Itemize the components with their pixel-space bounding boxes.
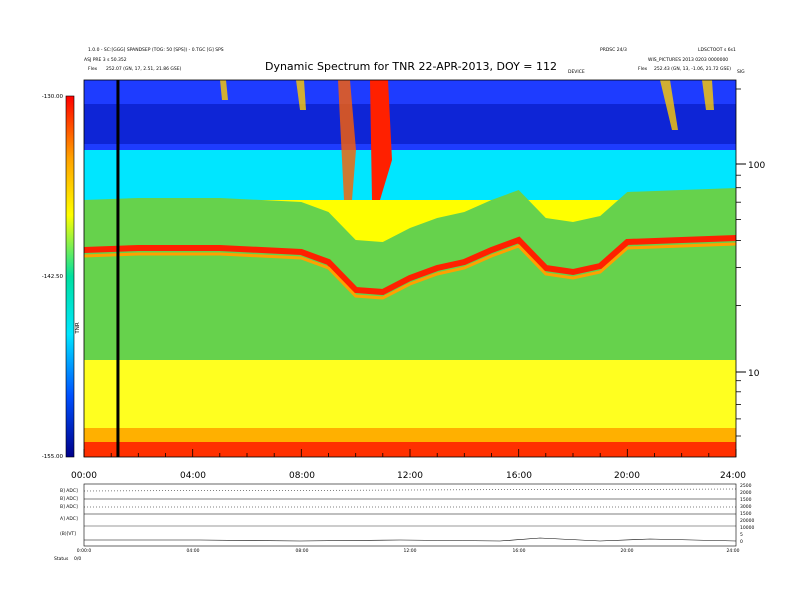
y-tick-label-10: 10 <box>748 369 760 379</box>
hk-footer-value: 0/0 <box>74 556 81 562</box>
colorbar-tick-mid: -142.50 <box>42 274 64 280</box>
hk-right-label-7: 10000 <box>740 525 754 531</box>
x-tick-label-0400: 04:00 <box>180 471 206 481</box>
header-right-line1a: PRDSC 24/3 <box>600 47 627 53</box>
header-left-flex-label: Flex <box>88 66 98 72</box>
header-small-right: SIG <box>737 69 745 75</box>
hk-x-tick-0: 0:00:0 <box>77 548 92 554</box>
burst-3 <box>296 80 306 110</box>
chart-title: Dynamic Spectrum for TNR 22-APR-2013, DO… <box>265 60 557 73</box>
hk-x-tick-3: 12:00 <box>404 548 417 554</box>
burst-4 <box>660 80 678 130</box>
burst-5 <box>702 80 714 110</box>
header-right-flex-label: Flex <box>638 66 648 72</box>
hk-right-label-6: 20000 <box>740 518 754 524</box>
housekeeping-trace <box>84 537 737 542</box>
x-axis: 00:00 04:00 08:00 12:00 16:00 20:00 24:0… <box>71 449 746 481</box>
spectrogram-yellow-lower <box>84 360 736 430</box>
hk-row-label-5: (B)[VT] <box>60 531 76 537</box>
spectrogram-dark-band <box>84 104 736 144</box>
colorbar-tick-top: -130.00 <box>42 94 64 100</box>
colorbar-label: TNR <box>75 322 81 334</box>
spectrogram-plot <box>83 79 737 458</box>
hk-row-label-2: B] ADC] <box>60 496 78 502</box>
hk-right-label-5: 1500 <box>740 511 752 517</box>
hk-right-label-4: 3000 <box>740 504 752 510</box>
x-tick-label-2000: 20:00 <box>614 471 640 481</box>
hk-x-tick-5: 20:00 <box>621 548 634 554</box>
hk-right-label-2: 2000 <box>740 490 752 496</box>
x-tick-label-1600: 16:00 <box>506 471 532 481</box>
spectrogram-red-band <box>83 235 737 296</box>
header-left-line1: 1.0.0 - SC:[GGG] SPANDSEP (TOG: 50 [SPS]… <box>88 47 224 53</box>
housekeeping-frame <box>83 483 737 547</box>
hk-right-label-9: 0 <box>740 539 743 545</box>
x-tick-label-2400: 24:00 <box>720 471 746 481</box>
hk-x-tick-4: 16:00 <box>513 548 526 554</box>
hk-x-tick-6: 24:00 <box>727 548 740 554</box>
x-tick-label-0000: 00:00 <box>71 471 97 481</box>
header-small-center: DEVICE <box>568 69 585 75</box>
hk-row-label-3: B] ADC] <box>60 504 78 510</box>
header-left-line2: ASJ PRE 3 s 50.352 <box>84 57 127 63</box>
x-tick-label-0800: 08:00 <box>289 471 315 481</box>
colorbar-tick-bottom: -155.00 <box>42 454 64 460</box>
housekeeping-line-1 <box>83 488 737 492</box>
hk-right-label-1: 2500 <box>740 483 752 489</box>
x-tick-label-1200: 12:00 <box>397 471 423 481</box>
hk-right-label-3: 1500 <box>740 497 752 503</box>
housekeeping-panel: B] ADC] B] ADC] B] ADC] A] ADC] (B)[VT] … <box>54 483 754 562</box>
hk-footer-status: Status <box>54 556 69 562</box>
y-tick-label-100: 100 <box>748 161 765 171</box>
burst-6 <box>220 80 228 100</box>
hk-row-label-4: A] ADC] <box>60 516 78 522</box>
header-right-line1b: LDSCTOOT s 6s1 <box>698 47 736 53</box>
hk-right-label-8: 5 <box>740 532 743 538</box>
burst-2 <box>370 80 392 200</box>
hk-row-label-1: B] ADC] <box>60 488 78 494</box>
hk-x-tick-1: 04:00 <box>187 548 200 554</box>
header-left-flex-value: 252.07 (GN, 17, 2.51, 21.86 GSE) <box>106 66 182 72</box>
burst-1 <box>338 80 356 200</box>
spectrogram-cyan-band <box>84 150 736 200</box>
header-right-flex-value: 252.43 (GN, 13, -1.06, 21.72 GSE) <box>654 66 731 72</box>
spectrogram-orange-edge <box>83 242 737 300</box>
spectrogram-orange-bottom <box>84 428 736 442</box>
header-right-line2: WIS_PICTURES 2013 0203 0000000 <box>648 57 728 63</box>
y-minor-ticks <box>736 88 741 437</box>
colorbar <box>65 95 75 458</box>
y-axis-right: 100 10 <box>736 88 765 437</box>
hk-x-tick-2: 08:00 <box>296 548 309 554</box>
